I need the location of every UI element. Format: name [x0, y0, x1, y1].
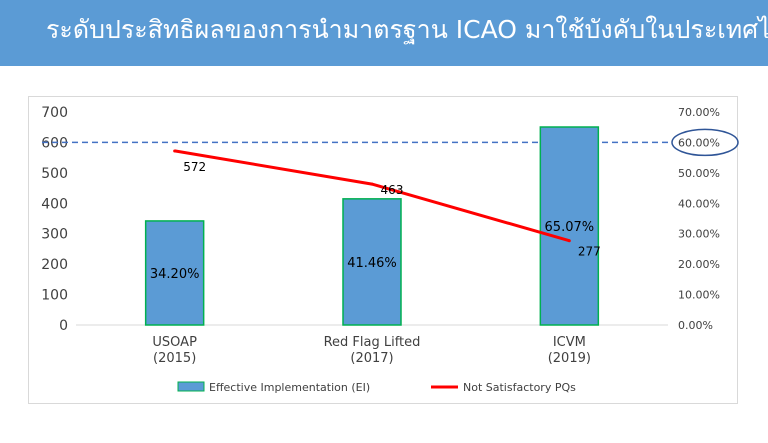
page-title: ระดับประสิทธิผลของการนำมาตรฐาน ICAO มาใช… — [46, 15, 768, 44]
y-left-tick-label: 600 — [41, 135, 68, 151]
x-category-label: USOAP — [152, 335, 197, 350]
ei-bar — [539, 126, 600, 326]
x-category-label: ICVM — [553, 335, 586, 350]
pq-point — [173, 149, 177, 153]
pq-point-label: 463 — [381, 183, 404, 197]
y-left-tick-label: 300 — [41, 227, 68, 243]
y-right-tick-label: 40.00% — [678, 197, 720, 210]
chart-frame — [28, 96, 738, 404]
ei-bar — [342, 198, 402, 326]
y-right-tick-label: 10.00% — [678, 289, 720, 302]
y-right-tick-label: 0.00% — [678, 319, 713, 332]
title-banner: ระดับประสิทธิผลของการนำมาตรฐาน ICAO มาใช… — [0, 0, 768, 66]
legend-ei-label: Effective Implementation (EI) — [209, 381, 370, 394]
y-left-tick-label: 500 — [41, 166, 68, 182]
y-left-tick-label: 0 — [59, 318, 68, 334]
x-category-label: (2015) — [153, 351, 196, 366]
y-left-tick-label: 400 — [41, 196, 68, 212]
y-right-tick-label: 70.00% — [678, 106, 720, 119]
ei-bar-label: 65.07% — [545, 220, 595, 235]
y-left-tick-label: 700 — [41, 105, 68, 121]
x-category-label: Red Flag Lifted — [324, 335, 421, 350]
pq-point-label: 277 — [578, 245, 601, 259]
y-right-tick-label: 30.00% — [678, 228, 720, 241]
ei-bar-label: 41.46% — [347, 256, 397, 271]
highlight-ellipse — [671, 128, 739, 157]
legend-pq-label: Not Satisfactory PQs — [463, 381, 576, 394]
pq-point-label: 572 — [183, 160, 206, 174]
ei-bar — [144, 220, 205, 326]
pq-point — [370, 182, 374, 186]
y-left-tick-label: 200 — [41, 257, 68, 273]
y-left-tick-label: 100 — [41, 288, 68, 304]
y-right-tick-label: 60.00% — [678, 136, 720, 149]
y-right-tick-label: 20.00% — [678, 258, 720, 271]
x-category-label: (2019) — [548, 351, 591, 366]
x-category-label: (2017) — [350, 351, 393, 366]
ei-bar-label: 34.20% — [150, 267, 200, 282]
legend-ei-swatch — [177, 381, 205, 392]
y-right-tick-label: 50.00% — [678, 167, 720, 180]
pq-point — [567, 239, 571, 243]
